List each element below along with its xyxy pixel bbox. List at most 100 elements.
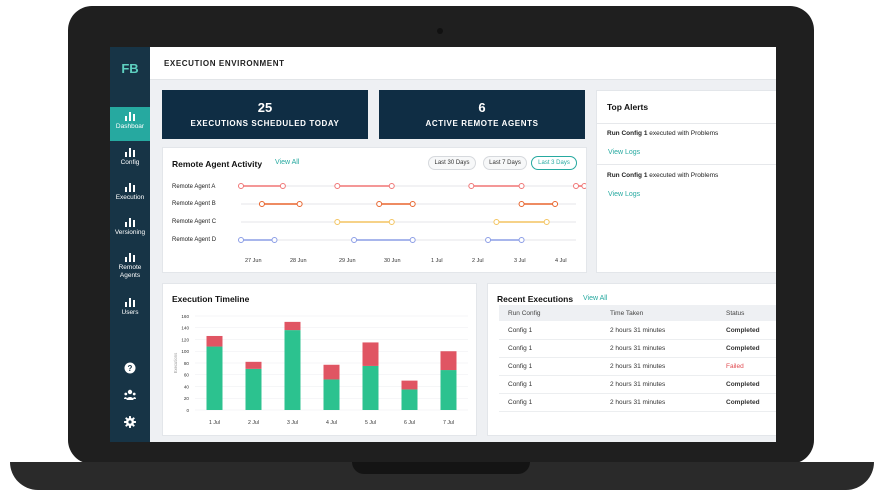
activity-x-label: 29 Jun bbox=[339, 258, 356, 264]
timeline-bar-segment[interactable] bbox=[206, 346, 223, 410]
sidebar-item-dashboard[interactable]: Dashboar bbox=[110, 107, 150, 141]
agent-label-d: Remote Agent D bbox=[172, 237, 217, 243]
webcam bbox=[437, 28, 443, 34]
agent-activity-point[interactable] bbox=[552, 201, 559, 207]
agent-activity-point[interactable] bbox=[271, 237, 278, 243]
column-status[interactable]: Status bbox=[726, 310, 745, 317]
agent-label-c: Remote Agent C bbox=[172, 219, 217, 225]
alert-text: executed with Problems bbox=[647, 130, 719, 137]
table-row[interactable]: Config 1 2 hours 31 minutes Completed bbox=[499, 321, 776, 340]
users-group-icon[interactable] bbox=[124, 389, 136, 401]
alert-view-logs-link[interactable]: View Logs bbox=[608, 191, 641, 198]
sidebar-item-execution[interactable]: Execution bbox=[110, 178, 150, 212]
page-title: EXECUTION ENVIRONMENT bbox=[164, 59, 285, 68]
agent-activity-point[interactable] bbox=[376, 201, 383, 207]
column-time-taken[interactable]: Time Taken bbox=[610, 310, 644, 317]
timeline-bar-segment[interactable] bbox=[206, 335, 223, 347]
agent-label-a: Remote Agent A bbox=[172, 184, 216, 190]
agent-activity-point[interactable] bbox=[543, 219, 550, 225]
table-row[interactable]: Config 1 2 hours 31 minutes Failed bbox=[499, 357, 776, 376]
bar-chart-icon bbox=[125, 148, 135, 157]
executions-view-all-link[interactable]: View All bbox=[583, 295, 608, 302]
timeline-bar-segment[interactable] bbox=[284, 330, 301, 410]
filter-last-3-days[interactable]: Last 3 Days bbox=[531, 156, 577, 170]
panel-title: Remote Agent Activity bbox=[172, 159, 263, 169]
panel-title: Top Alerts bbox=[607, 102, 649, 112]
table-row[interactable]: Config 1 2 hours 31 minutes Completed bbox=[499, 375, 776, 394]
agent-activity-point[interactable] bbox=[279, 183, 286, 189]
timeline-bar-segment[interactable] bbox=[401, 380, 418, 390]
timeline-bar-segment[interactable] bbox=[284, 321, 301, 331]
alert-message: Run Config 1 executed with Problems bbox=[607, 130, 718, 137]
agent-activity-point[interactable] bbox=[485, 237, 492, 243]
sidebar-item-label: Remote Agents bbox=[118, 264, 142, 279]
settings-gear-icon[interactable] bbox=[124, 416, 136, 428]
agent-activity-point[interactable] bbox=[334, 183, 341, 189]
timeline-bar-segment[interactable] bbox=[245, 361, 262, 369]
cell-config: Config 1 bbox=[508, 363, 533, 370]
agent-activity-point[interactable] bbox=[258, 201, 265, 207]
timeline-bar-segment[interactable] bbox=[245, 368, 262, 410]
agent-activity-point[interactable] bbox=[518, 237, 525, 243]
x-tick-label: 1 Jul bbox=[209, 420, 220, 426]
stat-value: 25 bbox=[257, 100, 273, 115]
bar-chart-icon bbox=[125, 218, 135, 227]
agent-activity-point[interactable] bbox=[238, 183, 244, 189]
sidebar-item-users[interactable]: Users bbox=[110, 293, 150, 327]
agent-activity-point[interactable] bbox=[388, 183, 395, 189]
sidebar-item-versioning[interactable]: Versioning bbox=[110, 213, 150, 247]
filter-last-7-days[interactable]: Last 7 Days bbox=[483, 156, 527, 170]
table-row[interactable]: Config 1 2 hours 31 minutes Completed bbox=[499, 339, 776, 358]
agent-activity-point[interactable] bbox=[388, 219, 395, 225]
agent-activity-point[interactable] bbox=[468, 183, 475, 189]
agent-activity-point[interactable] bbox=[409, 237, 416, 243]
timeline-bar-segment[interactable] bbox=[362, 342, 379, 366]
app-logo[interactable]: FB bbox=[121, 61, 139, 76]
timeline-bar-segment[interactable] bbox=[362, 365, 379, 410]
agent-activity-point[interactable] bbox=[409, 201, 416, 207]
activity-view-all-link[interactable]: View All bbox=[275, 159, 300, 166]
agent-activity-point[interactable] bbox=[351, 237, 358, 243]
agent-activity-point[interactable] bbox=[238, 237, 244, 243]
y-tick-label: 40 bbox=[184, 384, 190, 389]
agent-activity-point[interactable] bbox=[518, 201, 525, 207]
y-tick-label: 0 bbox=[186, 408, 189, 413]
bar-chart-icon bbox=[125, 253, 135, 262]
column-run-config[interactable]: Run Config bbox=[508, 310, 541, 317]
timeline-bar-segment[interactable] bbox=[440, 370, 457, 410]
cell-config: Config 1 bbox=[508, 345, 533, 352]
activity-x-label: 27 Jun bbox=[245, 258, 262, 264]
laptop-notch bbox=[352, 462, 530, 474]
bar-chart-icon bbox=[125, 298, 135, 307]
sidebar-item-remote-agents[interactable]: Remote Agents bbox=[110, 248, 150, 288]
agent-activity-point[interactable] bbox=[573, 183, 579, 189]
execution-timeline-panel: Execution Timeline 0 20 40 60 80 100 120 140 160… bbox=[162, 283, 477, 436]
y-axis-label: Executions bbox=[173, 353, 178, 373]
agent-activity-point[interactable] bbox=[334, 219, 341, 225]
agent-activity-point[interactable] bbox=[518, 183, 525, 189]
timeline-bar-segment[interactable] bbox=[323, 364, 340, 380]
filter-last-30-days[interactable]: Last 30 Days bbox=[428, 156, 476, 170]
x-tick-label: 7 Jul bbox=[443, 420, 454, 426]
y-tick-label: 20 bbox=[184, 396, 190, 401]
timeline-bar-segment[interactable] bbox=[323, 379, 340, 410]
status-badge: Completed bbox=[726, 345, 760, 352]
agent-activity-point[interactable] bbox=[296, 201, 303, 207]
recent-executions-panel: Recent Executions View All Run Config Ti… bbox=[487, 283, 776, 436]
table-row[interactable]: Config 1 2 hours 31 minutes Completed bbox=[499, 393, 776, 412]
timeline-bar-segment[interactable] bbox=[440, 351, 457, 371]
help-icon[interactable]: ? bbox=[124, 362, 136, 374]
panel-title: Execution Timeline bbox=[172, 294, 250, 304]
top-bar: EXECUTION ENVIRONMENT bbox=[150, 47, 776, 80]
activity-x-label: 1 Jul bbox=[431, 258, 443, 264]
y-tick-label: 80 bbox=[184, 361, 190, 366]
sidebar-item-config[interactable]: Config bbox=[110, 143, 150, 177]
sidebar-item-label: Dashboar bbox=[115, 123, 145, 130]
agent-activity-point[interactable] bbox=[581, 183, 586, 189]
timeline-bar-segment[interactable] bbox=[401, 389, 418, 410]
agent-activity-point[interactable] bbox=[493, 219, 500, 225]
sidebar: FB Dashboar Config Execution Versioning … bbox=[110, 47, 150, 442]
agent-activity-chart bbox=[238, 183, 586, 243]
x-tick-label: 3 Jul bbox=[287, 420, 298, 426]
alert-view-logs-link[interactable]: View Logs bbox=[608, 149, 641, 156]
